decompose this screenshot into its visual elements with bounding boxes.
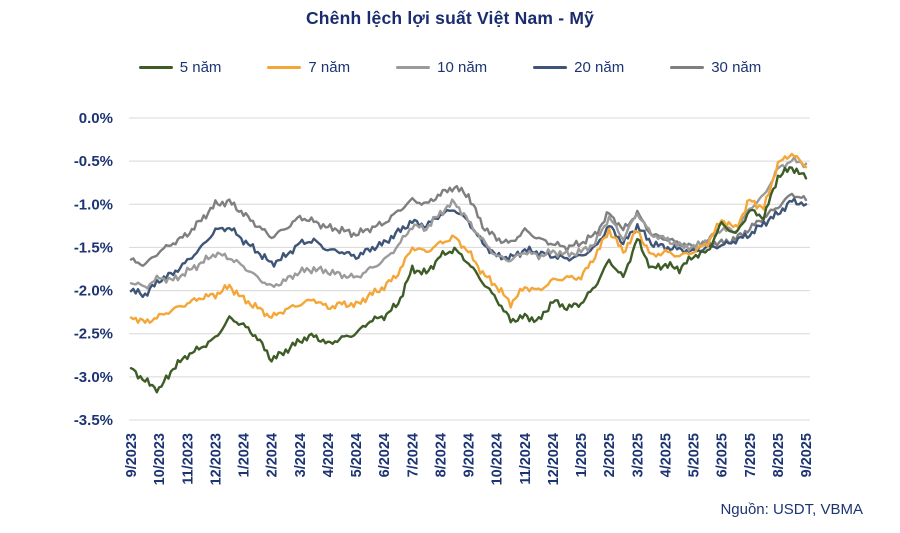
y-axis-tick-label: -0.5% [74,153,113,170]
x-axis-tick-label: 9/2025 [799,433,815,477]
x-axis-tick-label: 1/2025 [574,433,590,477]
x-axis-tick-label: 6/2024 [377,433,393,477]
x-axis-tick-label: 2/2025 [602,433,618,477]
x-axis-tick-label: 8/2025 [771,433,787,477]
y-axis-tick-label: -3.0% [74,369,113,386]
legend-label-30nam: 30 năm [711,59,762,76]
legend-swatch-7nam [267,65,302,70]
legend-label-10nam: 10 năm [437,59,488,76]
series-line-7-năm [129,152,808,324]
x-axis-tick-label: 3/2025 [630,433,646,477]
legend-item-7nam: 7 năm [267,59,350,76]
y-axis-tick-label: -2.5% [74,326,113,343]
x-axis-tick-label: 1/2024 [237,433,253,477]
x-axis-tick-label: 7/2024 [405,433,421,477]
x-axis-tick-label: 11/2023 [180,433,196,485]
x-axis-tick-label: 10/2023 [152,433,168,485]
y-axis-tick-label: -2.0% [74,283,113,300]
series-line-30-năm [129,184,808,267]
legend-swatch-10nam [396,65,431,70]
x-axis-tick-label: 3/2024 [293,433,309,477]
series-line-10-năm [129,155,808,290]
legend-label-7nam: 7 năm [308,59,351,76]
x-axis-tick-label: 6/2025 [715,433,731,477]
x-axis-tick-label: 4/2024 [321,433,337,477]
legend: 5 năm 7 năm 10 năm 20 năm 30 năm [0,59,900,76]
legend-swatch-30nam [670,65,705,70]
x-axis-tick-label: 12/2024 [546,433,562,485]
legend-label-20nam: 20 năm [574,59,625,76]
y-axis-tick-label: -1.5% [74,239,113,256]
x-axis-tick-label: 11/2024 [518,433,534,485]
y-axis-tick-label: 0.0% [79,110,113,127]
legend-item-5nam: 5 năm [138,59,222,76]
x-axis-tick-label: 12/2023 [208,433,224,485]
legend-item-30nam: 30 năm [670,59,761,76]
y-axis-tick-label: -1.0% [74,196,113,213]
x-axis-tick-label: 2/2024 [265,433,281,477]
series-line-5-năm [129,166,808,394]
chart-title: Chênh lệch lợi suất Việt Nam - Mỹ [305,8,595,28]
legend-label-5nam: 5 năm [179,59,222,76]
x-axis-tick-label: 5/2024 [349,433,365,477]
x-axis-tick-label: 10/2024 [490,433,506,485]
x-axis-tick-label: 9/2023 [124,433,140,477]
x-axis-tick-label: 9/2024 [462,433,478,477]
legend-item-20nam: 20 năm [533,59,624,76]
legend-swatch-5nam [138,65,173,70]
x-axis-tick-label: 4/2025 [658,433,674,477]
source-note: Nguồn: USDT, VBMA [720,501,863,518]
x-axis-tick-label: 5/2025 [687,433,703,477]
x-axis-tick-label: 8/2024 [433,433,449,477]
y-axis-tick-label: -3.5% [74,412,113,429]
x-axis-tick-label: 7/2025 [743,433,759,477]
legend-swatch-20nam [533,65,568,70]
legend-item-10nam: 10 năm [396,59,487,76]
